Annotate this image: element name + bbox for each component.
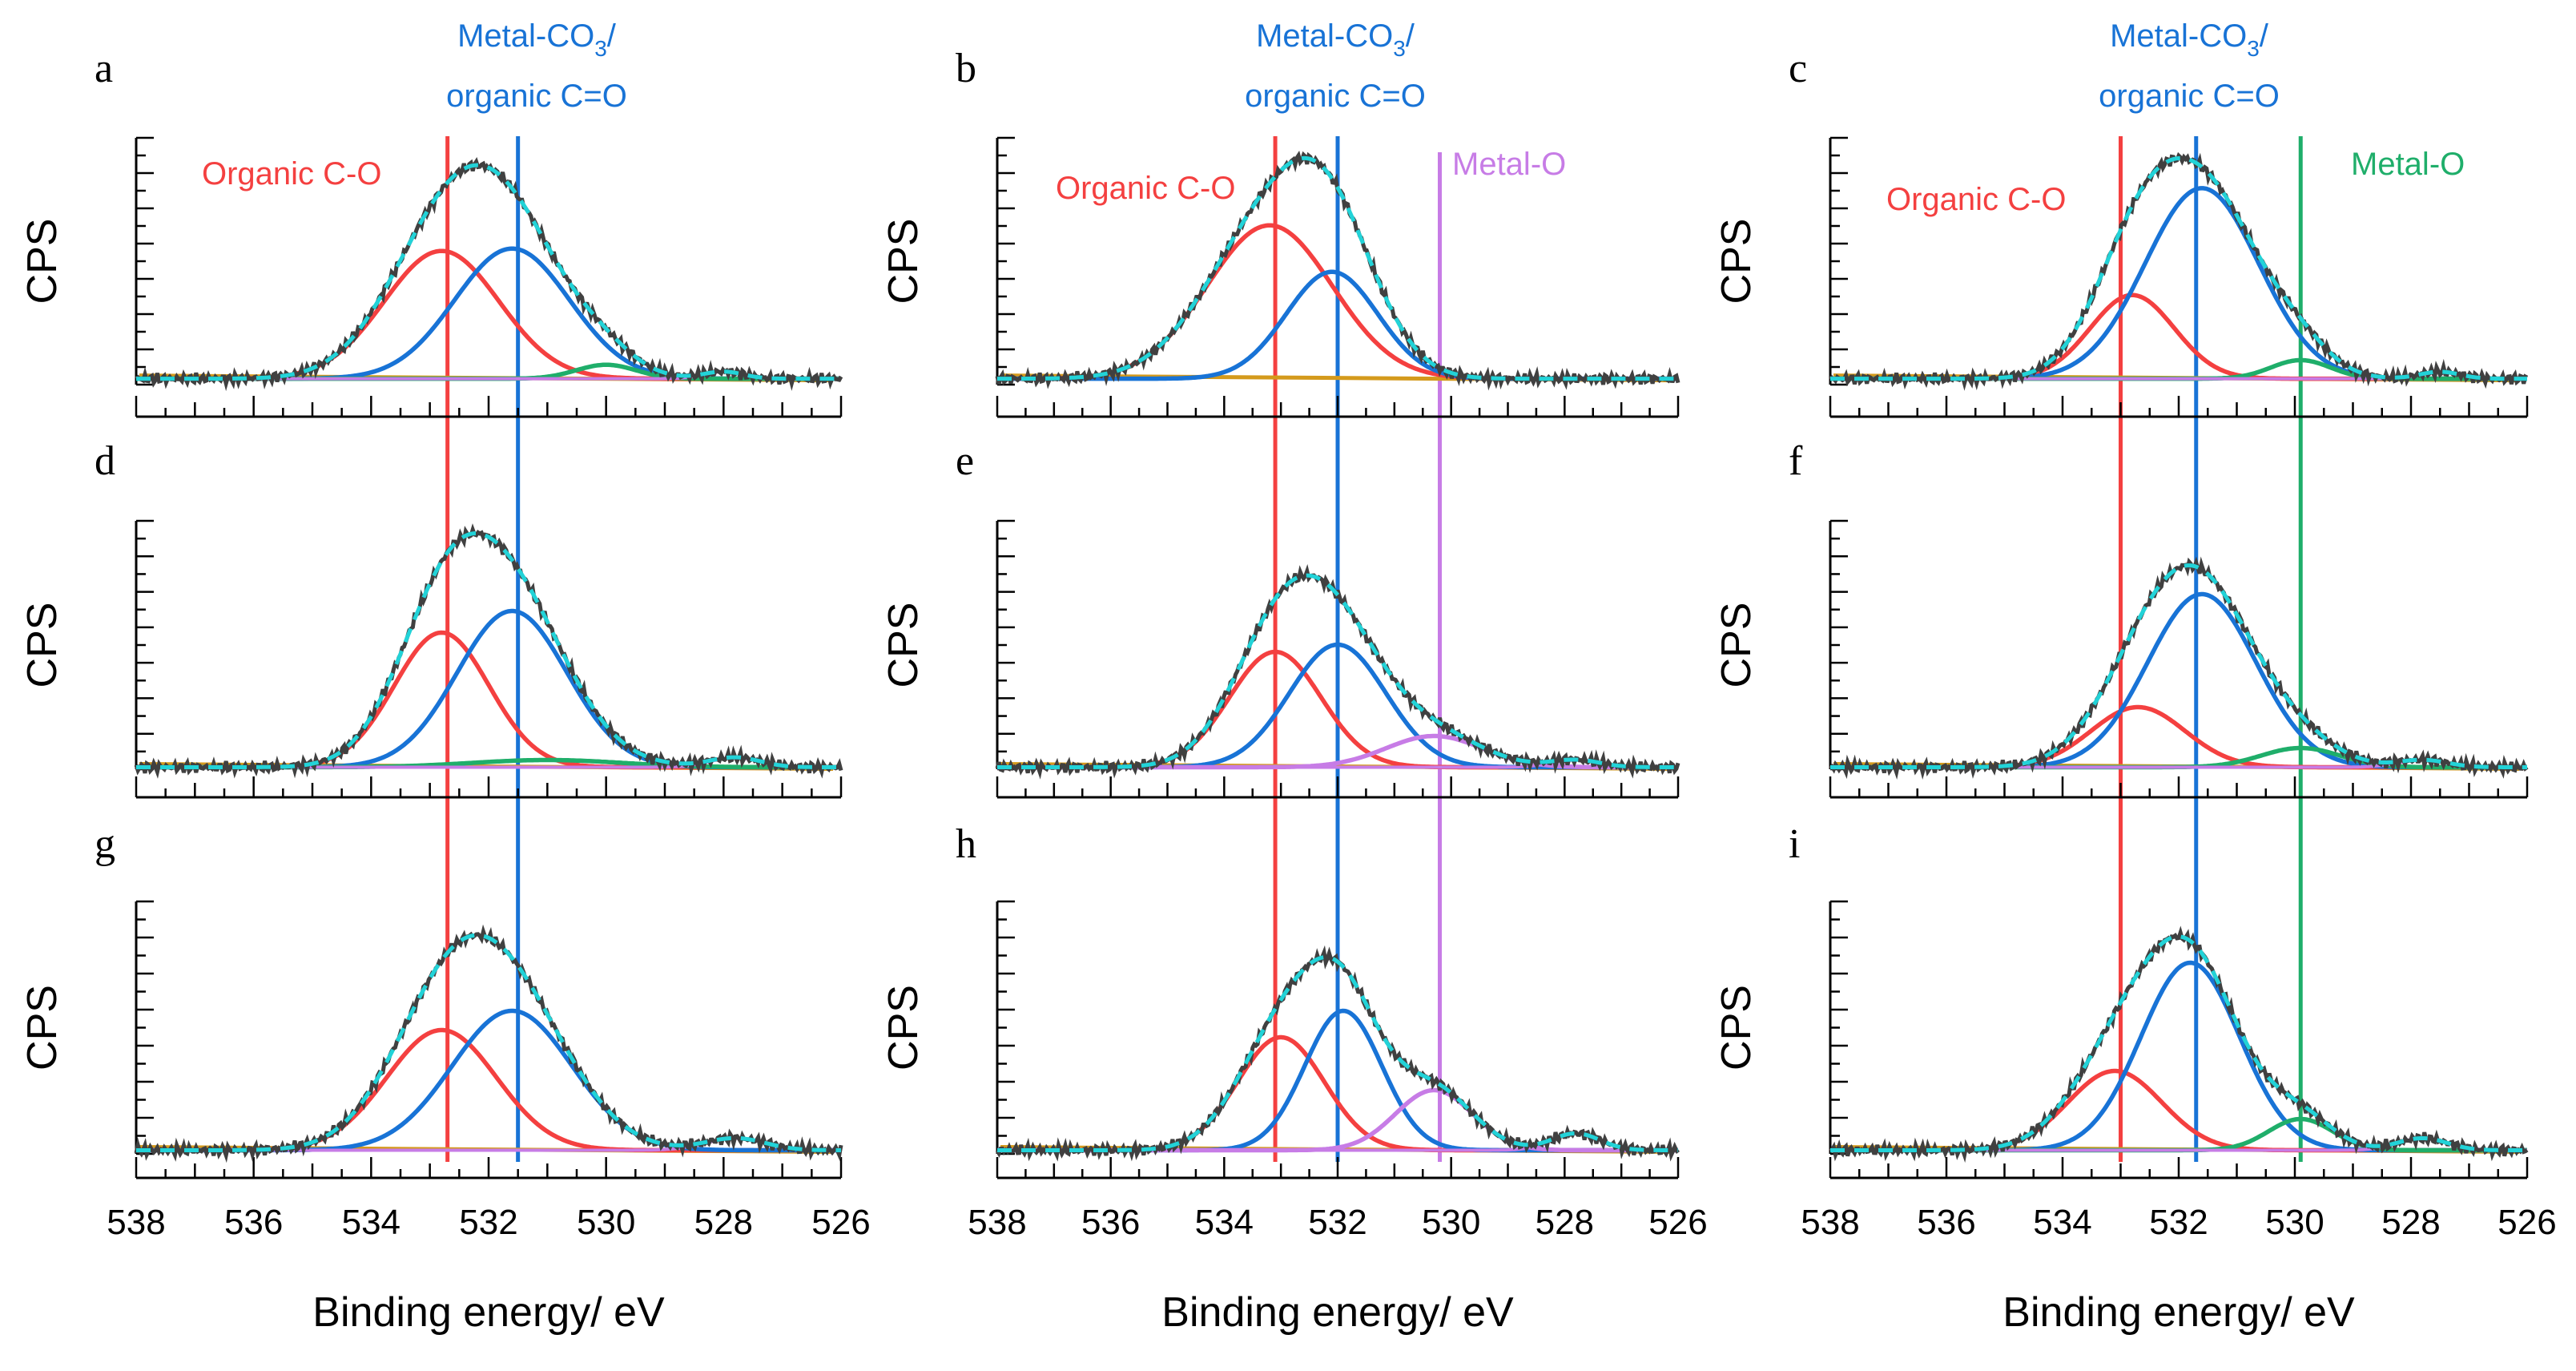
annotation-carbonate-line2: organic C=O [2099,79,2280,114]
annotation-metal-o: Metal-O [1452,147,1566,182]
y-axis-label: CPS [880,219,927,304]
fit-envelope [997,155,1678,381]
panel-h-axes [996,900,1680,1179]
panel-a-axes [135,136,843,418]
panel-c-curves [1828,151,2529,391]
text-layer: a CPS b CPS c CPS d CPS e CPS f CPS g CPS h CPS i CPS 538 5… [19,18,2557,1336]
y-axis-label: CPS [880,603,927,688]
panel-c-axes [1829,136,2529,418]
x-tick-label: 528 [2381,1203,2440,1242]
panel-label-f: f [1789,438,1803,484]
y-axis-label: CPS [880,985,927,1071]
peak-organic-c-o [1829,292,2528,381]
annotation-carbonate: Metal-CO3/ [1256,18,1415,61]
fit-envelope [136,933,841,1152]
x-tick-label: 534 [342,1203,400,1242]
x-tick-label: 532 [1308,1203,1366,1242]
x-tick-label: 534 [2033,1203,2091,1242]
x-tick-label: 536 [1917,1203,1975,1242]
y-axis-label: CPS [1713,985,1760,1071]
x-tick-label: 532 [2149,1203,2208,1242]
x-tick-label: 536 [1081,1203,1140,1242]
panel-label-c: c [1789,46,1807,91]
x-tick-label: 538 [968,1203,1026,1242]
x-tick-label: 526 [811,1203,870,1242]
y-axis-label: CPS [19,985,66,1071]
curves-layer [134,151,2529,1163]
raw-spectrum [134,924,843,1163]
raw-spectrum [134,523,843,779]
fit-envelope [997,955,1678,1152]
raw-spectrum [1829,925,2529,1163]
x-axis-title: Binding energy/ eV [2002,1289,2355,1336]
peak-organic-c-o [135,1027,842,1153]
annotation-carbonate: Metal-CO3/ [2110,18,2269,61]
panel-e-curves [995,563,1680,780]
panel-label-e: e [956,438,974,484]
raw-spectrum [1829,556,2529,780]
panel-e-axes [996,519,1680,799]
x-axis-title: Binding energy/ eV [1161,1289,1514,1336]
panel-g-axes [135,900,843,1179]
y-axis-label: CPS [1713,603,1760,688]
x-axis-title: Binding energy/ eV [312,1289,665,1336]
x-tick-label: 538 [107,1203,165,1242]
panel-d-curves [134,523,843,779]
annotation-carbonate: Metal-CO3/ [457,18,617,61]
peak-metal-co3-organic-c-o [135,1008,842,1153]
peak-metal-co3-organic-c-o [1829,960,2528,1153]
annotation-organic-co: Organic C-O [1886,182,2067,217]
annotation-metal-o: Metal-O [2351,147,2465,182]
fit-envelope [1830,563,2527,769]
panel-label-i: i [1789,821,1800,867]
annotation-carbonate-line2: organic C=O [1245,79,1426,114]
panel-label-b: b [956,46,976,91]
panel-label-g: g [95,821,115,867]
panel-f-axes [1829,519,2529,799]
panel-i-curves [1829,925,2529,1163]
peak-metal-co3-organic-c-o [135,246,842,381]
y-axis-label: CPS [1713,219,1760,304]
panel-b-axes [996,136,1680,418]
fit-envelope [997,573,1678,769]
y-axis-label: CPS [19,219,66,304]
x-tick-label: 534 [1195,1203,1254,1242]
annotation-carbonate-line2: organic C=O [446,79,627,114]
panel-i-axes [1829,900,2529,1179]
x-tick-label: 536 [224,1203,283,1242]
x-tick-label: 530 [577,1203,635,1242]
panel-h-curves [995,945,1680,1162]
fit-envelope [136,531,841,769]
x-tick-label: 526 [2498,1203,2556,1242]
panel-b-curves [995,151,1680,391]
panel-f-curves [1829,556,2529,780]
x-tick-label: 530 [1422,1203,1480,1242]
x-tick-label: 528 [694,1203,753,1242]
annotation-organic-co: Organic C-O [202,156,382,192]
annotation-organic-co: Organic C-O [1056,171,1236,206]
x-tick-label: 526 [1648,1203,1707,1242]
fit-envelope [136,163,841,381]
peak-organic-c-o [135,630,842,770]
x-tick-label: 528 [1536,1203,1594,1242]
x-tick-label: 532 [459,1203,517,1242]
peak-metal-co3-organic-c-o [1829,591,2528,770]
y-axis-label: CPS [19,603,66,688]
raw-spectrum [995,563,1680,780]
fit-envelope [1830,155,2527,381]
panel-g-curves [134,924,843,1163]
panel-d-axes [135,519,843,799]
raw-spectrum [135,157,843,392]
x-tick-label: 538 [1801,1203,1859,1242]
panel-label-d: d [95,438,115,484]
panel-label-h: h [956,821,976,867]
axes-layer [135,136,2529,1179]
x-tick-label: 530 [2265,1203,2324,1242]
panel-label-a: a [95,46,113,91]
raw-spectrum [1828,151,2529,391]
peak-organic-c-o [135,248,842,381]
panel-a-curves [135,157,843,392]
